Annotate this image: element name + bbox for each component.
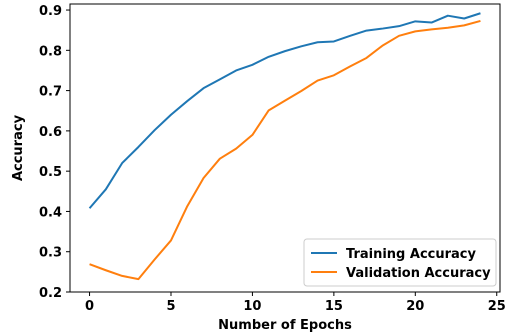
y-tick-label: 0.4: [39, 205, 62, 220]
y-tick-label: 0.3: [39, 246, 62, 261]
y-tick-label: 0.8: [39, 44, 62, 59]
x-tick-label: 5: [166, 299, 175, 314]
x-tick-label: 0: [85, 299, 94, 314]
legend-box: [303, 238, 497, 287]
x-tick-label: 20: [406, 299, 424, 314]
y-axis-title: Accuracy: [11, 114, 26, 181]
series-line-training: [88, 12, 481, 209]
legend: Training Accuracy Validation Accuracy: [303, 238, 497, 287]
axis-ticks: 0 5 10 15 20 25 0.2 0.3 0.4 0.5 0.6 0.7 0.8 0.9: [39, 4, 506, 314]
legend-label-training: Training Accuracy: [346, 247, 476, 262]
series-line-validation: [89, 19, 481, 281]
plot-frame: [69, 3, 501, 293]
x-tick-label: 25: [488, 299, 506, 314]
y-tick-label: 0.9: [39, 4, 62, 19]
x-tick-label: 10: [243, 299, 261, 314]
x-axis-title: Number of Epochs: [218, 318, 352, 333]
y-tick-label: 0.7: [39, 85, 62, 100]
plot-area: [88, 12, 481, 281]
legend-label-validation: Validation Accuracy: [346, 266, 491, 281]
x-tick-label: 15: [325, 299, 343, 314]
y-tick-label: 0.5: [39, 165, 62, 180]
y-tick-label: 0.2: [39, 286, 62, 301]
y-tick-label: 0.6: [39, 125, 62, 140]
